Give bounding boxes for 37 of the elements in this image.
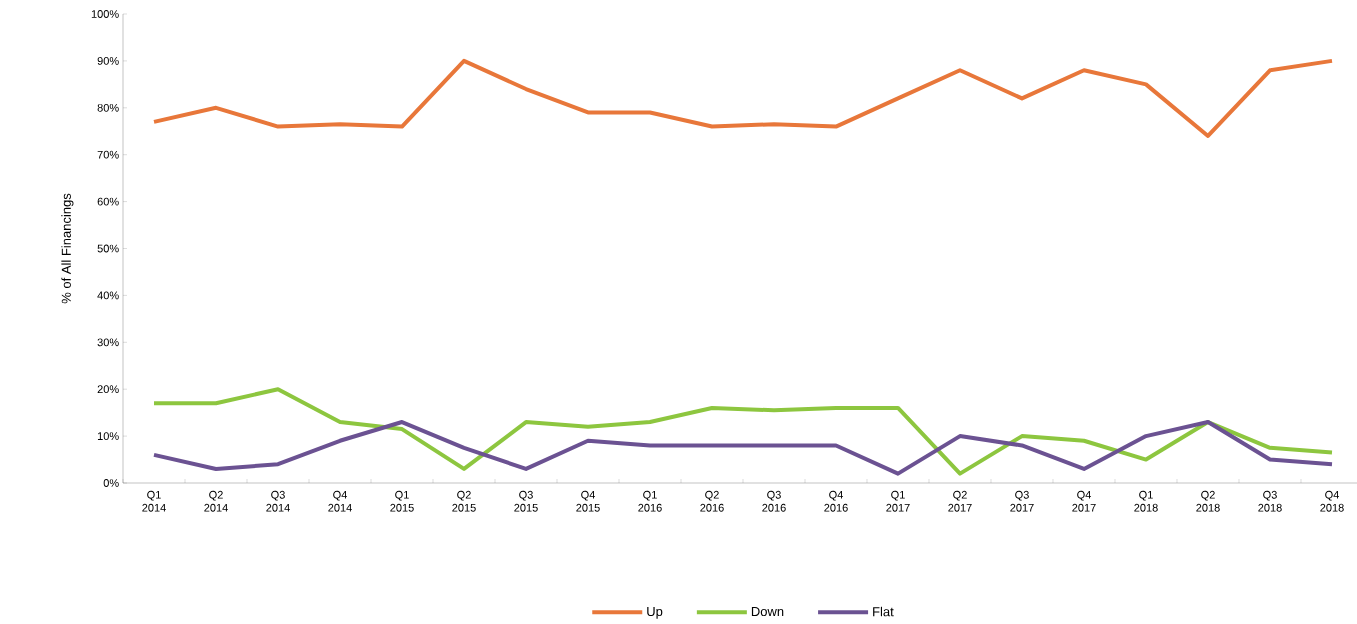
x-tick-label: Q2 2016 [700,490,724,512]
x-tick-label: Q2 2014 [204,490,228,512]
y-tick-label: 50% [97,244,119,253]
line-series [152,58,1334,138]
x-tick-label: Q1 2017 [886,490,910,512]
x-tick-label: Q1 2015 [390,490,414,512]
y-tick-label: 80% [97,103,119,112]
x-tick-label: Q2 2017 [948,490,972,512]
y-tick-label: 70% [97,150,119,159]
y-tick-label: 40% [97,291,119,300]
x-tick-label: Q4 2018 [1320,490,1344,512]
line-series [152,387,1334,476]
x-tick-label: Q1 2016 [638,490,662,512]
y-tick-label: 100% [91,10,119,18]
y-axis-title: % of All Financings [61,193,74,304]
x-tick-label: Q3 2015 [514,490,538,512]
x-tick-label: Q2 2015 [452,490,476,512]
y-tick-label: 10% [97,432,119,440]
x-tick-label: Q1 2018 [1134,490,1158,512]
y-tick-label: 60% [97,197,119,206]
x-tick-label: Q3 2014 [266,490,290,512]
legend-label: Down [751,607,784,617]
legend-label: Up [647,607,663,619]
y-tick-label: 20% [97,385,119,394]
x-tick-label: Q1 2014 [142,490,166,512]
x-tick-label: Q4 2017 [1072,490,1096,512]
x-tick-label: Q2 2018 [1196,490,1220,512]
x-tick-label: Q4 2014 [328,490,352,512]
x-tick-label: Q3 2016 [762,490,786,512]
y-tick-label: 90% [97,56,119,65]
legend-label: Flat [873,606,894,617]
x-tick-label: Q3 2017 [1010,490,1034,512]
x-tick-label: Q4 2015 [576,490,600,512]
x-tick-label: Q4 2016 [824,490,848,512]
y-tick-label: 0% [103,479,119,487]
x-tick-label: Q3 2018 [1258,490,1282,512]
y-tick-label: 30% [97,338,119,347]
